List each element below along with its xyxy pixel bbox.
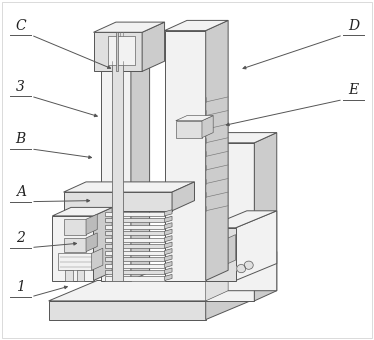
Polygon shape (165, 249, 172, 255)
Polygon shape (105, 212, 165, 216)
Polygon shape (165, 236, 172, 242)
Polygon shape (206, 20, 228, 280)
Polygon shape (165, 255, 172, 261)
Polygon shape (94, 32, 142, 71)
Polygon shape (165, 261, 172, 268)
Polygon shape (254, 133, 277, 301)
Polygon shape (165, 223, 172, 229)
Text: 2: 2 (16, 231, 25, 245)
Polygon shape (165, 31, 206, 280)
Polygon shape (206, 211, 277, 228)
Polygon shape (105, 244, 165, 248)
Polygon shape (92, 248, 103, 270)
Polygon shape (86, 233, 97, 252)
Polygon shape (165, 216, 172, 222)
Polygon shape (108, 36, 135, 65)
Polygon shape (105, 276, 165, 280)
Polygon shape (112, 61, 123, 280)
Polygon shape (52, 207, 112, 216)
Polygon shape (165, 229, 172, 235)
Polygon shape (217, 235, 236, 269)
Polygon shape (165, 20, 228, 31)
Polygon shape (236, 211, 277, 280)
Polygon shape (116, 32, 118, 71)
Polygon shape (206, 280, 228, 301)
Text: D: D (348, 18, 359, 33)
Polygon shape (105, 264, 165, 268)
Polygon shape (131, 53, 150, 280)
Text: A: A (16, 185, 25, 199)
Polygon shape (105, 231, 165, 235)
Polygon shape (165, 210, 172, 216)
Polygon shape (65, 270, 73, 280)
Polygon shape (165, 274, 172, 280)
Text: C: C (15, 18, 26, 33)
Polygon shape (64, 219, 86, 235)
Polygon shape (64, 192, 172, 211)
Text: 1: 1 (16, 280, 25, 294)
Polygon shape (105, 257, 165, 261)
Polygon shape (49, 301, 206, 320)
Polygon shape (64, 182, 194, 192)
Text: 3: 3 (16, 80, 25, 94)
Text: B: B (15, 132, 26, 147)
Polygon shape (49, 280, 254, 301)
Polygon shape (105, 238, 165, 242)
Polygon shape (105, 218, 165, 222)
Polygon shape (58, 253, 92, 270)
Polygon shape (105, 270, 165, 274)
Polygon shape (206, 280, 254, 320)
Polygon shape (165, 242, 172, 248)
Polygon shape (142, 22, 165, 71)
Circle shape (237, 265, 246, 273)
Polygon shape (105, 225, 165, 229)
Polygon shape (105, 251, 165, 255)
Polygon shape (172, 182, 194, 211)
Polygon shape (176, 121, 202, 138)
Polygon shape (206, 133, 277, 143)
Polygon shape (206, 143, 254, 301)
Polygon shape (206, 252, 277, 291)
Polygon shape (165, 268, 172, 274)
Polygon shape (206, 228, 236, 280)
Polygon shape (101, 59, 131, 280)
Polygon shape (52, 216, 94, 280)
Polygon shape (94, 207, 112, 280)
Polygon shape (176, 116, 213, 121)
Text: E: E (348, 83, 359, 97)
Polygon shape (64, 238, 86, 252)
Polygon shape (101, 52, 150, 60)
Circle shape (244, 261, 253, 269)
Polygon shape (202, 116, 213, 138)
Polygon shape (86, 214, 97, 235)
Polygon shape (94, 22, 165, 32)
Polygon shape (77, 270, 84, 280)
